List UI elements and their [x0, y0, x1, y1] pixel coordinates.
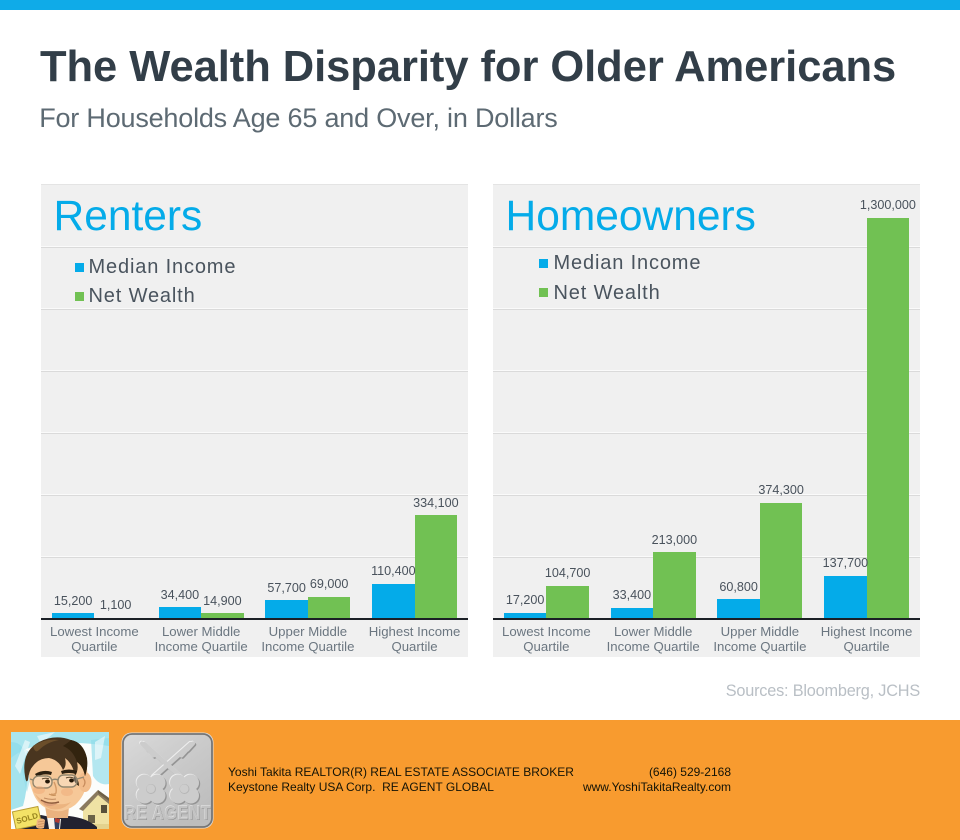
svg-text:RE AGENT: RE AGENT	[124, 802, 211, 824]
svg-text:RE AGENT: RE AGENT	[124, 802, 211, 824]
svg-text:RE AGENT: RE AGENT	[125, 803, 212, 825]
